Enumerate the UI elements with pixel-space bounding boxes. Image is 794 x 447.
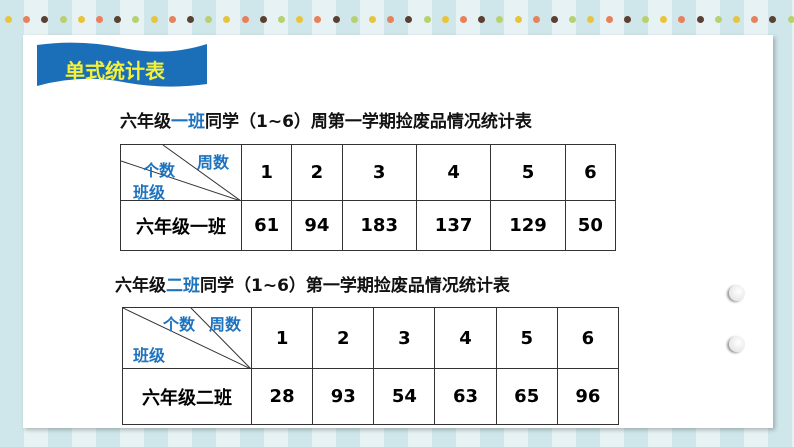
dot [369, 16, 376, 23]
dot [514, 16, 522, 23]
dot [532, 16, 540, 23]
table-row: 六年级二班 28 93 54 63 65 96 [122, 368, 620, 425]
dot [696, 16, 704, 23]
corner-col-label: 周数 [209, 315, 242, 334]
dot [5, 16, 12, 23]
cell: 96 [556, 368, 620, 425]
dot [496, 16, 504, 23]
week-header: 5 [495, 307, 558, 369]
dot [642, 16, 649, 23]
dot [278, 16, 285, 23]
dot [77, 16, 85, 23]
dot [59, 16, 67, 23]
dot [405, 16, 413, 23]
dot-border [0, 16, 794, 28]
ring-hole-icon [729, 336, 745, 352]
dot [223, 16, 231, 23]
table1: 周数 个数 班级 1 2 3 4 5 6 六年级一班 61 94 183 137… [120, 144, 617, 251]
dot [350, 16, 358, 23]
dot [787, 16, 794, 23]
dot [423, 16, 431, 23]
dot [387, 16, 395, 23]
cell: 65 [495, 368, 558, 425]
week-header: 3 [373, 307, 436, 369]
cell: 50 [564, 200, 617, 251]
dot [259, 16, 267, 23]
title-banner [37, 42, 207, 87]
corner-header: 周数 个数 班级 [122, 307, 252, 369]
cell: 28 [250, 368, 314, 425]
corner-val-label: 个数 [143, 161, 176, 180]
dot [714, 16, 722, 23]
dot [678, 16, 686, 23]
cell: 94 [291, 200, 343, 251]
ring-hole-icon [729, 285, 745, 301]
dot [96, 16, 103, 23]
corner-val-label: 个数 [163, 315, 196, 334]
cell: 129 [490, 200, 566, 251]
cell: 93 [312, 368, 375, 425]
table2: 周数 个数 班级 1 2 3 4 5 6 六年级二班 28 93 54 63 6… [122, 307, 620, 425]
dot [150, 16, 158, 23]
cell: 137 [415, 200, 492, 251]
dot [132, 16, 140, 23]
corner-col-label: 周数 [197, 153, 230, 172]
week-header: 6 [556, 307, 620, 369]
week-header: 1 [240, 144, 293, 201]
table2-title: 六年级二班同学（1~6）第一学期捡废品情况统计表 [115, 276, 510, 296]
row-label: 六年级一班 [120, 200, 242, 251]
corner-header: 周数 个数 班级 [120, 144, 242, 202]
dot [769, 16, 777, 23]
dot [41, 16, 49, 23]
dot [733, 16, 740, 23]
dot [314, 16, 322, 23]
week-header: 4 [415, 144, 492, 201]
dot [623, 16, 631, 23]
dot [751, 16, 759, 23]
dot [23, 16, 31, 23]
banner-title: 单式统计表 [65, 59, 165, 83]
week-header: 3 [341, 144, 417, 201]
dot [296, 16, 304, 23]
dot [168, 16, 176, 23]
cell: 61 [240, 200, 293, 251]
dot [460, 16, 467, 23]
dot [587, 16, 595, 23]
corner-row-label: 班级 [133, 183, 166, 202]
dot [605, 16, 613, 23]
dot [187, 16, 194, 23]
dot [660, 16, 668, 23]
week-header: 4 [434, 307, 497, 369]
table-row: 六年级一班 61 94 183 137 129 50 [120, 200, 617, 251]
dot [551, 16, 558, 23]
dot [114, 16, 122, 23]
table1-title: 六年级一班同学（1~6）周第一学期捡废品情况统计表 [120, 112, 532, 132]
week-header: 6 [564, 144, 617, 201]
week-header: 1 [250, 307, 314, 369]
dot [241, 16, 249, 23]
cell: 183 [341, 200, 417, 251]
row-label: 六年级二班 [122, 368, 252, 425]
dot [332, 16, 340, 23]
cell: 54 [373, 368, 436, 425]
dot [569, 16, 577, 23]
cell: 63 [434, 368, 497, 425]
week-header: 2 [291, 144, 343, 201]
dot [478, 16, 486, 23]
dot [441, 16, 449, 23]
week-header: 2 [312, 307, 375, 369]
week-header: 5 [490, 144, 566, 201]
corner-row-label: 班级 [133, 346, 166, 365]
dot [205, 16, 213, 23]
